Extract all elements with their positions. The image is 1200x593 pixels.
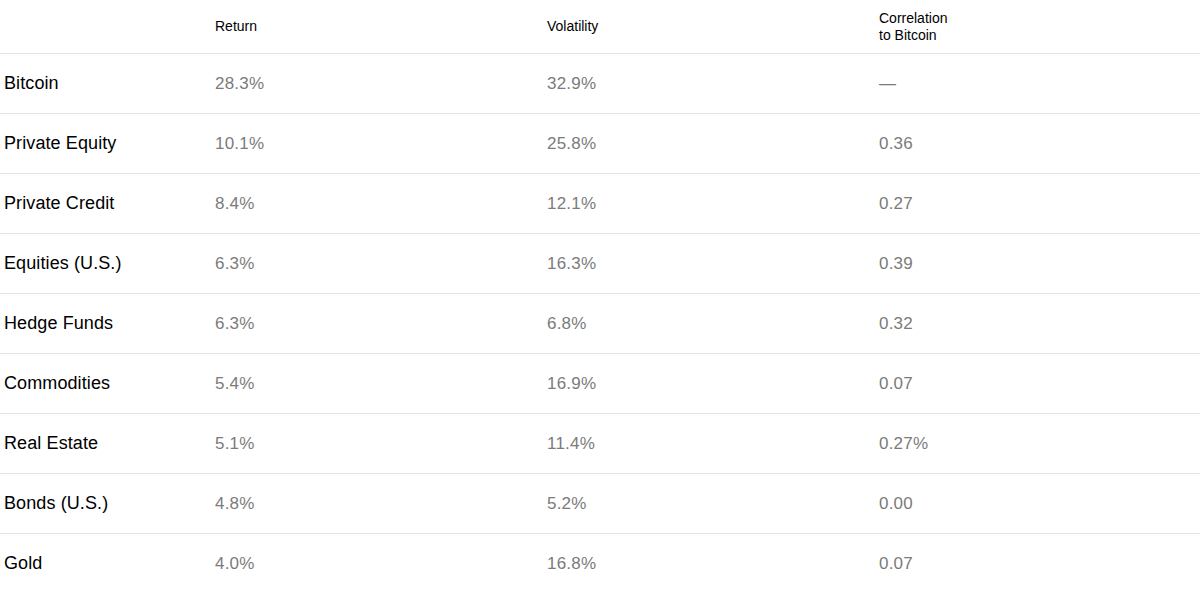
asset-label: Private Equity bbox=[0, 133, 215, 154]
volatility-value: 12.1% bbox=[547, 194, 879, 214]
table-row: Private Credit 8.4% 12.1% 0.27 bbox=[0, 173, 1200, 233]
return-value: 6.3% bbox=[215, 254, 547, 274]
table-row: Commodities 5.4% 16.9% 0.07 bbox=[0, 353, 1200, 413]
asset-label: Gold bbox=[0, 553, 215, 574]
correlation-value: — bbox=[879, 74, 1200, 94]
volatility-value: 11.4% bbox=[547, 434, 879, 454]
correlation-value: 0.27% bbox=[879, 434, 1200, 454]
table-body: Bitcoin 28.3% 32.9% — Private Equity 10.… bbox=[0, 53, 1200, 593]
header-correlation-to-bitcoin: Correlation to Bitcoin bbox=[879, 10, 1200, 44]
return-value: 4.0% bbox=[215, 554, 547, 574]
volatility-value: 16.9% bbox=[547, 374, 879, 394]
asset-label: Real Estate bbox=[0, 433, 215, 454]
asset-label: Private Credit bbox=[0, 193, 215, 214]
volatility-value: 16.8% bbox=[547, 554, 879, 574]
volatility-value: 25.8% bbox=[547, 134, 879, 154]
correlation-value: 0.36 bbox=[879, 134, 1200, 154]
asset-performance-table: Return Volatility Correlation to Bitcoin… bbox=[0, 0, 1200, 593]
correlation-value: 0.07 bbox=[879, 554, 1200, 574]
asset-label: Hedge Funds bbox=[0, 313, 215, 334]
asset-label: Bonds (U.S.) bbox=[0, 493, 215, 514]
return-value: 5.1% bbox=[215, 434, 547, 454]
volatility-value: 6.8% bbox=[547, 314, 879, 334]
asset-label: Bitcoin bbox=[0, 73, 215, 94]
return-value: 5.4% bbox=[215, 374, 547, 394]
header-return: Return bbox=[215, 18, 547, 35]
table-header-row: Return Volatility Correlation to Bitcoin bbox=[0, 0, 1200, 53]
volatility-value: 32.9% bbox=[547, 74, 879, 94]
table-row: Gold 4.0% 16.8% 0.07 bbox=[0, 533, 1200, 593]
header-volatility: Volatility bbox=[547, 18, 879, 35]
return-value: 6.3% bbox=[215, 314, 547, 334]
volatility-value: 16.3% bbox=[547, 254, 879, 274]
asset-label: Equities (U.S.) bbox=[0, 253, 215, 274]
correlation-value: 0.07 bbox=[879, 374, 1200, 394]
correlation-value: 0.27 bbox=[879, 194, 1200, 214]
correlation-value: 0.39 bbox=[879, 254, 1200, 274]
return-value: 8.4% bbox=[215, 194, 547, 214]
correlation-value: 0.00 bbox=[879, 494, 1200, 514]
table-row: Bitcoin 28.3% 32.9% — bbox=[0, 53, 1200, 113]
return-value: 4.8% bbox=[215, 494, 547, 514]
table-row: Hedge Funds 6.3% 6.8% 0.32 bbox=[0, 293, 1200, 353]
table-row: Private Equity 10.1% 25.8% 0.36 bbox=[0, 113, 1200, 173]
table-row: Equities (U.S.) 6.3% 16.3% 0.39 bbox=[0, 233, 1200, 293]
asset-label: Commodities bbox=[0, 373, 215, 394]
return-value: 10.1% bbox=[215, 134, 547, 154]
table-row: Bonds (U.S.) 4.8% 5.2% 0.00 bbox=[0, 473, 1200, 533]
correlation-value: 0.32 bbox=[879, 314, 1200, 334]
return-value: 28.3% bbox=[215, 74, 547, 94]
table-row: Real Estate 5.1% 11.4% 0.27% bbox=[0, 413, 1200, 473]
volatility-value: 5.2% bbox=[547, 494, 879, 514]
